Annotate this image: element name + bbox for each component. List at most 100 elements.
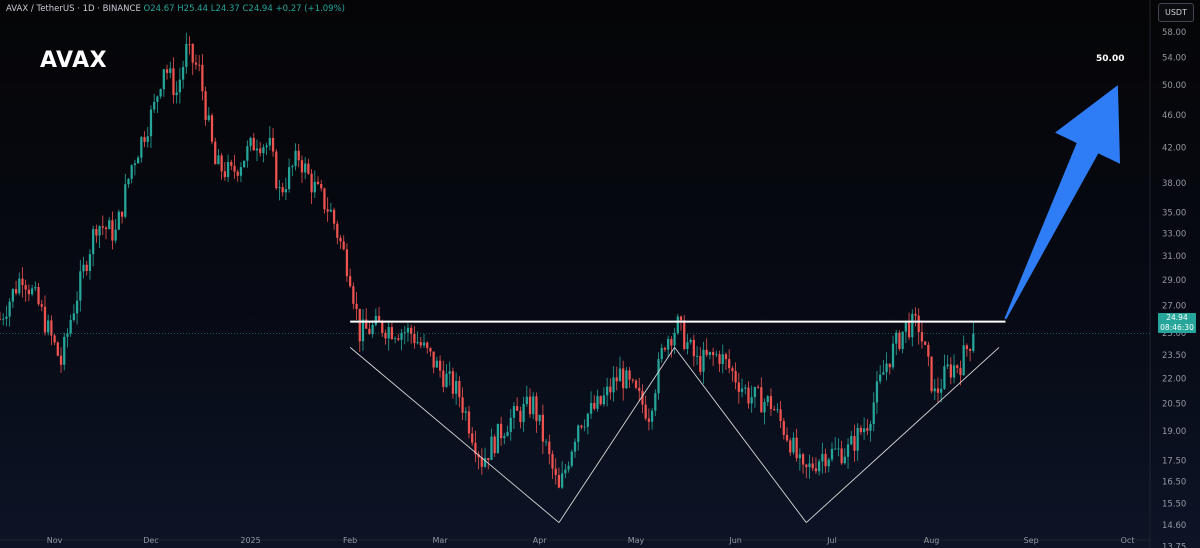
candle-body	[528, 396, 532, 415]
candle-body	[541, 414, 545, 442]
candle-body	[895, 332, 898, 344]
candle-body	[634, 380, 638, 388]
candle-body	[866, 428, 869, 431]
candle-body	[345, 249, 349, 277]
candle-body	[451, 371, 455, 394]
candle-body	[477, 454, 480, 458]
candle-body	[137, 157, 140, 164]
candle-body	[718, 354, 721, 365]
candle-body	[924, 341, 927, 345]
candle-body	[239, 167, 243, 176]
x-tick-label: May	[628, 536, 645, 545]
currency-button[interactable]: USDT	[1158, 3, 1194, 22]
candle-body	[898, 332, 901, 349]
candle-body	[821, 453, 824, 462]
candle-body	[162, 69, 165, 90]
x-tick-label: Oct	[1121, 536, 1135, 545]
candle-body	[875, 381, 879, 403]
candle-body	[551, 454, 554, 469]
candle-body	[747, 387, 750, 404]
candle-body	[365, 319, 368, 329]
symbol-line: AVAX / TetherUS · 1D · BINANCE	[6, 4, 141, 14]
candle-body	[339, 237, 342, 242]
candle-body	[406, 327, 410, 333]
candle-body	[397, 338, 400, 340]
candle-body	[194, 62, 198, 65]
candle-body	[737, 382, 740, 392]
candle-body	[561, 473, 564, 488]
candle-body	[471, 433, 474, 443]
candle-body	[117, 211, 120, 230]
candle-body	[699, 356, 702, 372]
candle-body	[188, 43, 191, 45]
candle-body	[445, 373, 448, 387]
candle-body	[872, 402, 875, 425]
candle-body	[410, 327, 413, 334]
candle-body	[271, 137, 275, 152]
y-tick-label: 16.50	[1162, 477, 1186, 487]
candle-body	[814, 468, 818, 472]
candle-body	[262, 147, 265, 154]
candle-body	[413, 333, 416, 344]
candle-body	[840, 448, 843, 464]
candle-body	[728, 359, 731, 369]
candle-body	[75, 300, 79, 314]
candle-body	[63, 336, 66, 365]
candle-body	[686, 342, 689, 349]
candle-body	[104, 227, 108, 230]
candle-body	[207, 115, 210, 121]
candle-body	[79, 271, 82, 301]
candle-body	[88, 254, 92, 272]
candle-body	[377, 315, 381, 322]
candle-body	[917, 315, 920, 332]
candle-body	[605, 386, 609, 396]
candle-body	[943, 366, 946, 389]
candle-body	[782, 420, 785, 435]
candle-body	[567, 465, 570, 470]
candle-body	[628, 370, 631, 380]
pattern-trendline	[674, 347, 807, 523]
candle-body	[349, 276, 352, 287]
pattern-trendline	[805, 347, 1000, 523]
candle-body	[426, 342, 429, 349]
y-tick-label: 31.00	[1162, 252, 1186, 262]
x-tick-label: Feb	[343, 536, 357, 545]
y-tick-label: 29.00	[1162, 276, 1186, 286]
candle-body	[512, 406, 516, 418]
y-tick-label: 42.00	[1162, 143, 1186, 153]
candle-body	[850, 436, 853, 445]
candle-body	[805, 464, 808, 468]
candle-body	[108, 220, 111, 230]
candle-body	[255, 148, 259, 151]
candle-body	[493, 436, 496, 454]
x-tick-label: 2025	[240, 536, 260, 545]
candle-body	[795, 437, 798, 459]
x-tick-label: Sep	[1024, 536, 1039, 545]
candle-body	[284, 189, 288, 193]
candle-body	[438, 360, 442, 371]
candle-body	[708, 351, 712, 355]
candle-body	[570, 451, 573, 466]
candle-body	[281, 187, 284, 193]
candle-body	[422, 342, 426, 346]
ticker-title: AVAX	[40, 48, 108, 73]
candle-body	[233, 165, 236, 172]
candle-body	[124, 184, 127, 217]
candle-body	[763, 402, 766, 413]
candle-body	[599, 396, 602, 405]
y-tick-label: 58.00	[1162, 28, 1186, 38]
candle-body	[214, 141, 217, 165]
candle-body	[683, 320, 686, 349]
candle-body	[522, 404, 525, 423]
candle-body	[14, 289, 18, 294]
candle-body	[920, 331, 924, 342]
candle-body	[178, 79, 182, 93]
candle-body	[792, 437, 795, 453]
y-tick-label: 38.00	[1162, 179, 1186, 189]
candle-body	[11, 289, 14, 302]
y-tick-label: 25.00	[1162, 329, 1186, 339]
candle-body	[679, 316, 683, 321]
candle-body	[374, 315, 377, 325]
